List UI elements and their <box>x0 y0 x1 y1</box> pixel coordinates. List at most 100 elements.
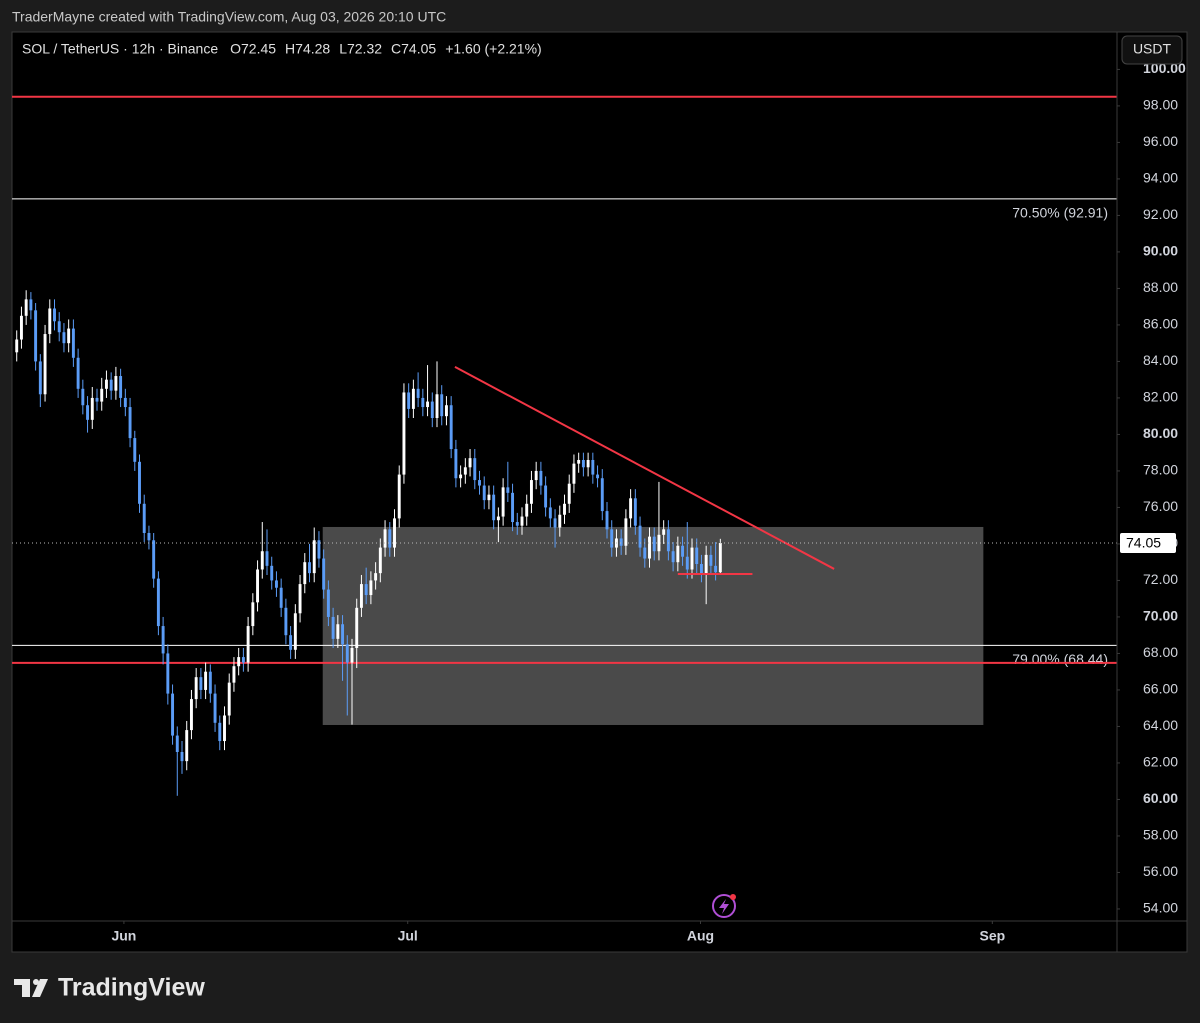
y-tick-label: 68.00 <box>1143 644 1178 660</box>
candle-body <box>449 405 453 450</box>
candle-body <box>100 388 104 402</box>
candle-body <box>317 540 321 559</box>
currency-button[interactable] <box>1121 35 1183 65</box>
candle-body <box>270 565 274 581</box>
candle-body <box>279 587 283 608</box>
candle-body <box>350 647 354 663</box>
candle-body <box>237 657 241 667</box>
alert-dot[interactable] <box>730 894 736 900</box>
candle-body <box>57 321 61 333</box>
logo-slash <box>32 979 48 997</box>
candle-body <box>322 558 326 590</box>
candle-body <box>553 518 557 528</box>
candle-body <box>572 463 576 484</box>
candle-body <box>104 379 108 389</box>
candle-body <box>251 602 255 627</box>
candle-body <box>43 334 47 395</box>
candle-body <box>76 357 80 389</box>
candle-body <box>388 529 392 548</box>
candle-body <box>539 470 543 486</box>
candle-body <box>511 492 515 523</box>
chart-frame <box>11 31 1188 953</box>
candle-body <box>218 722 222 742</box>
currency-label[interactable]: USDT <box>1133 41 1172 57</box>
y-tick-label: 94.00 <box>1143 170 1178 186</box>
candle-body <box>671 551 675 563</box>
candle-body <box>463 467 467 475</box>
alert-icon[interactable] <box>712 894 736 918</box>
y-tick-label: 60.00 <box>1143 790 1178 806</box>
candle-body <box>416 388 420 398</box>
candle-body <box>204 671 208 690</box>
candle-body <box>676 545 680 563</box>
x-tick-label: Jul <box>398 928 418 944</box>
legend: SOL / TetherUS · 12h · Binance O72.45 H74.… <box>22 41 542 57</box>
candle-body <box>189 699 193 731</box>
candle-body <box>213 693 217 723</box>
y-tick-label: 66.00 <box>1143 681 1178 697</box>
candle-body <box>558 514 562 528</box>
candle-body <box>482 485 486 501</box>
candle-body <box>652 536 656 552</box>
x-tick-label: Sep <box>979 928 1005 944</box>
candle-body <box>123 397 127 408</box>
candle-body <box>430 401 434 419</box>
y-tick-label: 58.00 <box>1143 827 1178 843</box>
candle-body <box>473 458 477 481</box>
candle-body <box>591 459 595 475</box>
candle-body <box>199 677 203 690</box>
price-tag <box>1120 533 1176 554</box>
candle-body <box>378 547 382 574</box>
candle-body <box>114 376 118 391</box>
y-tick-label: 84.00 <box>1143 352 1178 368</box>
candle-body <box>520 516 524 526</box>
candle-body <box>478 480 481 486</box>
level-label: 79.00% (68.44) <box>1012 651 1108 667</box>
ohlc-value: L72.32 <box>339 41 382 57</box>
brand-logo <box>14 979 48 997</box>
candle-body <box>227 682 231 716</box>
zone <box>322 526 984 725</box>
y-tick-label: 98.00 <box>1143 97 1178 113</box>
y-tick-label: 88.00 <box>1143 279 1178 295</box>
candle-body <box>402 392 406 475</box>
candle-body <box>326 589 330 617</box>
candle-body <box>15 339 19 353</box>
candle-body <box>529 480 533 504</box>
alert-bolt[interactable] <box>719 899 729 914</box>
candle-body <box>718 543 722 573</box>
candle-body <box>359 584 363 608</box>
axes: 54.00 56.00 58.00 60.00 62.00 64.00 66.00 68.00… <box>111 60 1186 944</box>
candle-body <box>152 540 156 579</box>
candle-body <box>383 529 387 548</box>
y-tick-label: 86.00 <box>1143 316 1178 332</box>
candle-body <box>506 487 510 493</box>
y-tick-label: 54.00 <box>1143 900 1178 916</box>
logo-dot <box>33 979 39 985</box>
alert-ring[interactable] <box>712 894 736 918</box>
candle-body <box>374 573 378 581</box>
candle-body <box>492 494 496 521</box>
candle-body <box>53 308 56 322</box>
candle-body <box>232 666 236 683</box>
y-tick-label: 78.00 <box>1143 462 1178 478</box>
plot: 70.50% (92.91) 79.00% (68.44) <box>12 95 1117 796</box>
candle-body <box>695 547 699 565</box>
candle-body <box>619 538 623 546</box>
y-tick-label: 76.00 <box>1143 498 1178 514</box>
candle-body <box>709 554 713 566</box>
candle-body <box>411 388 415 409</box>
candle-body <box>81 388 85 406</box>
candle-body <box>265 551 269 566</box>
candle-body <box>548 507 552 519</box>
ohlc-value: C74.05 <box>391 41 436 57</box>
candle-body <box>435 394 439 419</box>
candle-body <box>638 525 642 548</box>
candle-body <box>289 635 293 650</box>
candle-body <box>586 459 590 468</box>
candle-body <box>223 715 226 742</box>
candle-body <box>666 529 670 552</box>
candle-body <box>109 379 113 391</box>
candle-body <box>67 328 71 344</box>
